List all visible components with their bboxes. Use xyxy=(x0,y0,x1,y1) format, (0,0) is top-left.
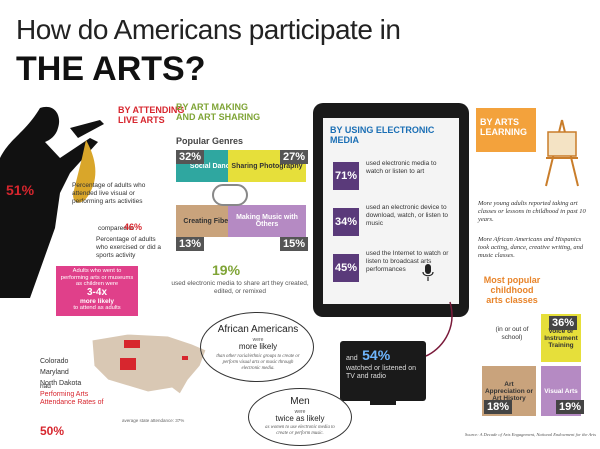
genre-pct-social: 32% xyxy=(176,150,205,164)
african-title: African Americans xyxy=(217,324,299,335)
share-desc: used electronic media to share art they … xyxy=(171,280,309,296)
pink-more: more likely xyxy=(80,297,114,305)
class-pct-voice: 36% xyxy=(549,316,578,330)
african-bubble xyxy=(200,312,314,382)
attending-pct: 51% xyxy=(6,182,35,198)
source-note: Source: A Decade of Arts Engagement, Nat… xyxy=(464,432,596,437)
genre-making-music: Making Music with Others xyxy=(228,205,306,237)
african-more: more likely xyxy=(238,342,278,351)
em-pct-2: 34% xyxy=(333,208,359,236)
learning-para2: More African Americans and Hispanics too… xyxy=(478,236,584,260)
pink-ratio: 3-4x xyxy=(86,286,107,298)
microphone-icon xyxy=(422,264,434,281)
pink-callout: Adults who went to performing arts or mu… xyxy=(56,266,138,316)
men-were: were xyxy=(294,409,306,415)
genre-pct-fiber: 13% xyxy=(176,237,205,251)
genre-pct-photo: 27% xyxy=(280,150,309,164)
compared-pct: 46% xyxy=(124,222,143,232)
men-title: Men xyxy=(290,396,310,407)
genre-pct-music: 15% xyxy=(280,237,309,251)
tv-prefix: and xyxy=(346,355,358,362)
genre-center-icon xyxy=(212,184,248,206)
em-pct-3: 45% xyxy=(333,254,359,282)
usa-map-icon xyxy=(91,333,207,395)
map-note: average state attendance: 37% xyxy=(122,418,185,423)
map-rate: 50% xyxy=(40,424,65,438)
electronic-heading: BY USING ELECTRONIC MEDIA xyxy=(330,125,435,145)
em-desc-3: used the Internet to watch or listen to … xyxy=(366,250,449,273)
pink-text: Adults who went to performing arts or mu… xyxy=(60,268,134,288)
easel-icon xyxy=(545,119,579,187)
map-and: had xyxy=(40,383,51,390)
em-desc-1: used electronic media to watch or listen… xyxy=(366,160,437,175)
class-pct-visual: 19% xyxy=(556,400,585,414)
genres-title: Popular Genres xyxy=(176,136,244,146)
connector-line xyxy=(425,301,453,357)
learning-badge xyxy=(476,108,536,152)
attending-desc: Percentage of adults who attended live v… xyxy=(72,182,146,206)
men-bubble xyxy=(248,388,352,446)
em-desc-2: used an electronic device to download, w… xyxy=(366,204,449,227)
making-heading: BY ART MAKING AND ART SHARING xyxy=(176,102,261,122)
map-highlight: Performing Arts Attendance Rates of xyxy=(40,391,104,407)
tv-pct: 54% xyxy=(362,347,391,363)
state-colorado: Colorado xyxy=(40,358,69,365)
tv-stand xyxy=(370,401,396,405)
classes-title: Most popular childhood arts classes xyxy=(483,275,541,305)
em-pct-1: 71% xyxy=(333,162,359,190)
men-desc: as women to use electronic media to crea… xyxy=(265,425,335,436)
page-title: How do Americans participate in xyxy=(16,14,401,45)
state-maryland: Maryland xyxy=(40,369,69,377)
compared-prefix: compared to xyxy=(98,225,135,232)
african-desc: than other racial/ethnic groups to creat… xyxy=(216,354,300,371)
tv-screen: and 54% watched or listened on TV and ra… xyxy=(340,341,426,401)
pink-end: to attend as adults xyxy=(73,304,121,311)
class-pct-art: 18% xyxy=(484,400,513,414)
classes-sub: (in or out of school) xyxy=(495,326,529,342)
men-twice: twice as likely xyxy=(275,414,325,423)
compared-desc: Percentage of adults who exercised or di… xyxy=(96,236,162,260)
page-title-emphasis: THE ARTS? xyxy=(16,50,206,88)
tv-desc: watched or listened on TV and radio xyxy=(346,365,417,381)
learning-heading: BY ARTS LEARNING xyxy=(480,117,527,137)
learning-para1: More young adults reported taking art cl… xyxy=(478,200,586,224)
african-were: were xyxy=(252,337,264,343)
share-pct: 19% xyxy=(212,262,241,278)
map-states: Colorado Maryland North Dakota xyxy=(40,356,81,390)
saxophone-player-icon xyxy=(0,106,104,298)
state-north-dakota: North Dakota xyxy=(40,380,82,388)
attending-heading: BY ATTENDING LIVE ARTS xyxy=(118,105,185,125)
